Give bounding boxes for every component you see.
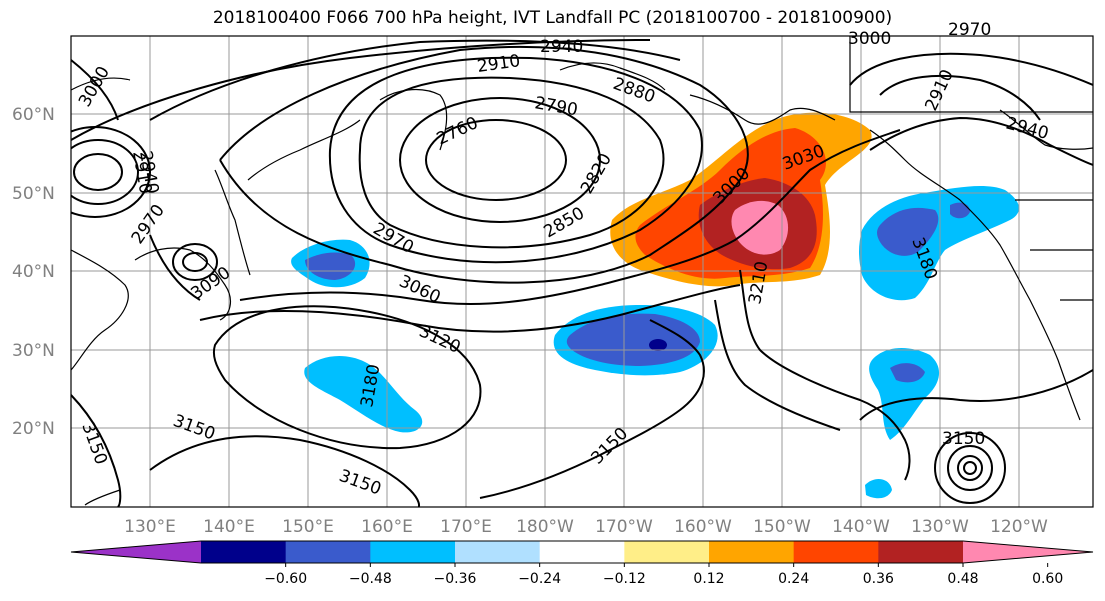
colorbar-tick-label: −0.24 [518,571,561,587]
lon-label: 170°W [595,517,653,537]
contour-label: 3090 [187,263,234,304]
ivt-negative-west-core [305,252,356,280]
contour-label: 2940 [1004,114,1051,145]
contour-label: 2820 [577,150,616,197]
colorbar-tick-label: −0.48 [349,571,392,587]
ivt-negative-central-peak [649,339,667,351]
contour-label: 2970 [370,219,417,258]
lon-label: 150°W [753,517,811,537]
lon-label: 130°W [911,517,969,537]
colorbar-extend-low [71,541,201,563]
lat-label: 30°N [12,341,55,361]
colorbar-tick-label: 0.24 [778,571,809,587]
contour-label: 2970 [948,20,991,40]
contour-label: 2790 [533,93,579,120]
colorbar-tick-label: 0.48 [947,571,978,587]
colorbar-tick-label: −0.36 [434,571,477,587]
ivt-negative-east-core2 [950,202,970,219]
latitude-labels: 60°N 50°N 40°N 30°N 20°N [12,105,55,439]
ivt-negative-southeast [869,348,940,440]
contour-label: 3150 [587,424,632,469]
lat-label: 20°N [12,419,55,439]
lon-label: 140°E [203,517,255,537]
ivt-negative-east-core [877,207,939,256]
map-frame [70,35,1094,508]
lon-label: 160°E [361,517,413,537]
colorbar-tick-label: −0.60 [264,571,307,587]
contour-label: 2970 [128,201,169,248]
lon-label: 180°W [516,517,574,537]
lon-label: 160°W [674,517,732,537]
colorbar-bin [878,541,964,563]
contour-label: 2910 [921,66,957,114]
lon-label: 150°E [282,517,334,537]
contour-label: 2940 [540,37,583,57]
contour-label: 3000 [75,63,114,110]
map-title: 2018100400 F066 700 hPa height, IVT Land… [212,8,893,28]
lat-label: 50°N [12,184,55,204]
colorbar-bin [370,541,456,563]
contour-label: 3150 [77,420,111,467]
colorbar: −0.60 −0.48 −0.36 −0.24 −0.12 0.12 0.24 0.36 0.4… [70,540,1094,587]
colorbar-outline [70,540,1094,564]
colorbar-tick-label: −0.12 [603,571,646,587]
lon-label: 140°W [832,517,890,537]
colorbar-bin [624,541,710,563]
ivt-negative-subtropic [304,356,423,433]
colorbar-bin [793,541,879,563]
height-contours [71,39,1093,507]
ivt-positive-060 [731,200,789,255]
lon-label: 170°E [440,517,492,537]
contour-label: 3000 [848,29,891,49]
ivt-negative-southeast-core [890,363,925,383]
lon-label: 130°E [124,517,176,537]
coastlines [71,36,1093,506]
graticule [71,36,1093,507]
contour-label: 2760 [434,113,482,149]
colorbar-tick-label: 0.36 [863,571,894,587]
longitude-labels: 130°E 140°E 150°E 160°E 170°E 180°W 170°… [124,517,1048,537]
contour-label: 3120 [416,321,464,357]
lon-label: 120°W [990,517,1048,537]
colorbar-bin [709,541,795,563]
contour-label: 3150 [170,411,217,445]
contour-label: 3150 [336,466,383,500]
lat-label: 40°N [12,262,55,282]
contour-label: 2910 [476,51,522,77]
colorbar-extend-high [963,541,1093,563]
colorbar-bin [201,541,287,563]
ivt-negative-central-core [566,313,700,366]
contour-label: 3150 [942,429,985,449]
colorbar-tick-label: 0.12 [693,571,724,587]
lat-label: 60°N [12,105,55,125]
colorbar-bin [539,541,625,563]
colorbar-bin [455,541,541,563]
colorbar-tick-label: 0.60 [1032,571,1063,587]
colorbar-bin [285,541,371,563]
ivt-negative-small [865,478,892,499]
